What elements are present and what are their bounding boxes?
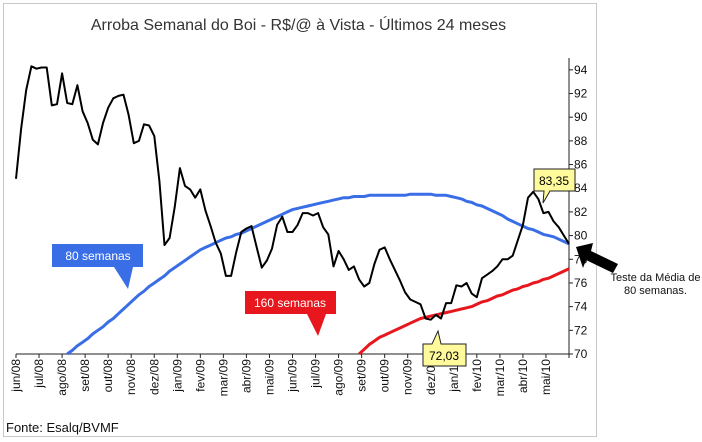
x-tick-label: jul/09: [309, 359, 323, 389]
arrow-icon: [576, 243, 618, 273]
callout-note-text: Teste da Média de 80 semanas.: [610, 272, 701, 297]
y-tick-label: 76: [574, 276, 588, 290]
y-tick-label: 70: [574, 347, 588, 361]
x-tick-label: fev/09: [193, 359, 207, 392]
x-tick-label: mai/10: [539, 359, 553, 395]
x-tick-label: out/09: [378, 359, 392, 393]
y-tick-label: 74: [574, 300, 588, 314]
y-tick-label: 86: [574, 158, 588, 172]
y-tick-label: 72: [574, 323, 588, 337]
x-tick-label: nov/09: [401, 359, 415, 395]
x-tick-label: jan/10: [447, 359, 461, 393]
x-tick-label: abr/09: [239, 359, 253, 393]
series-ma80-line: [66, 192, 570, 356]
y-tick-label: 92: [574, 87, 588, 101]
label-160-semanas-box: [245, 291, 336, 336]
x-tick-label: dez/08: [147, 359, 161, 395]
callout-high-box: [533, 168, 576, 204]
x-tick-label: abr/10: [516, 359, 530, 393]
callout-low-value: 72,03: [429, 349, 459, 363]
chart-title: Arroba Semanal do Boi - R$/@ à Vista - Ú…: [90, 17, 507, 34]
y-tick-label: 88: [574, 134, 588, 148]
series-price-line: [15, 65, 570, 321]
x-tick-label: out/08: [101, 359, 115, 393]
x-tick-label: jun/08: [9, 359, 23, 393]
x-tick-label: dez/09: [424, 359, 438, 395]
callout-low-box: [422, 329, 467, 367]
label-160-semanas: 160 semanas: [254, 296, 326, 310]
y-tick-label: 90: [574, 110, 588, 124]
x-tick-label: mar/09: [216, 359, 230, 397]
x-tick-label: set/09: [355, 359, 369, 392]
callout-high-value: 83,35: [539, 174, 569, 188]
y-tick-label: 84: [574, 181, 588, 195]
y-tick-label: 94: [574, 63, 588, 77]
chart-frame: [3, 3, 597, 437]
label-80-semanas: 80 semanas: [65, 249, 130, 263]
y-tick-label: 82: [574, 205, 588, 219]
label-80-semanas-box: [52, 244, 143, 289]
x-tick-label: set/08: [78, 359, 92, 392]
x-tick-label: nov/08: [124, 359, 138, 395]
x-tick-label: mar/10: [493, 359, 507, 397]
x-tick-label: fev/10: [470, 359, 484, 392]
series-ma160-line: [358, 267, 570, 356]
x-tick-label: ago/08: [55, 359, 69, 396]
x-tick-label: jul/08: [32, 359, 46, 389]
source-label: Fonte: Esalq/BVMF: [6, 420, 119, 435]
x-tick-label: jan/09: [170, 359, 184, 393]
x-tick-label: mai/09: [262, 359, 276, 395]
x-tick-label: ago/09: [332, 359, 346, 396]
y-tick-label: 80: [574, 229, 588, 243]
x-tick-label: jun/09: [286, 359, 300, 393]
